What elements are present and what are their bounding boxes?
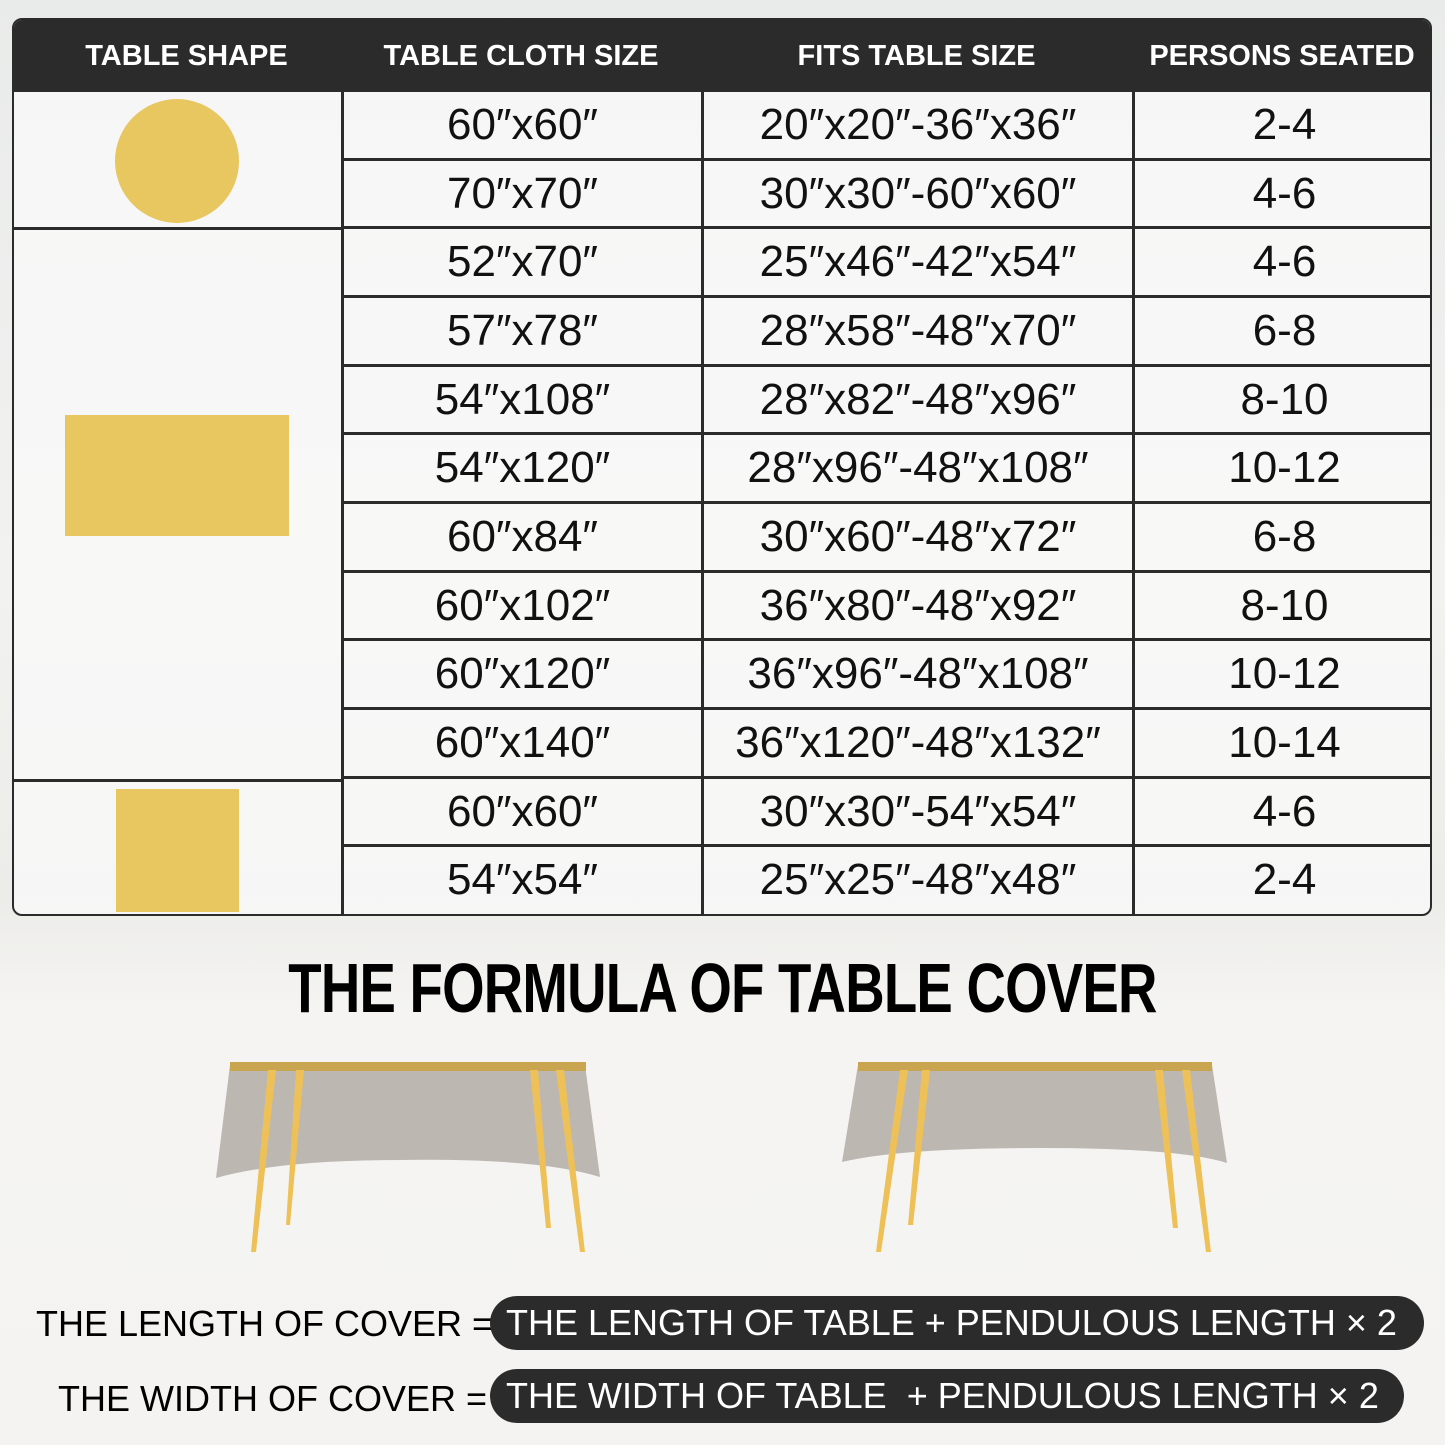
cloth-size-cell: 52″x70″	[341, 229, 701, 298]
persons-cell: 10-14	[1132, 710, 1430, 779]
fits-size-cell: 36″x120″-48″x132″	[701, 710, 1132, 779]
persons-cell: 6-8	[1132, 504, 1430, 573]
fits-size-cell: 36″x80″-48″x92″	[701, 572, 1132, 642]
persons-cell: 2-4	[1132, 92, 1430, 161]
header-cloth-size: TABLE CLOTH SIZE	[383, 40, 659, 72]
length-formula-label: THE LENGTH OF COVER =	[36, 1303, 494, 1344]
persons-cell: 8-10	[1132, 572, 1430, 642]
persons-cell: 10-12	[1132, 641, 1430, 710]
width-formula-label: THE WIDTH OF COVER =	[58, 1378, 488, 1419]
fits-size-cell: 30″x30″-60″x60″	[701, 160, 1132, 230]
fits-size-cell: 25″x25″-48″x48″	[701, 847, 1132, 914]
cloth-size-cell: 60″x140″	[341, 710, 701, 779]
fits-size-cell: 30″x30″-54″x54″	[701, 778, 1132, 848]
shape-cell-rectangle	[14, 230, 341, 782]
cloth-size-cell: 60″x84″	[341, 504, 701, 573]
shape-cell-round	[14, 92, 341, 230]
persons-cell: 10-12	[1132, 435, 1430, 504]
fits-size-cell: 28″x58″-48″x70″	[701, 298, 1132, 367]
cloth-size-cell: 60″x120″	[341, 641, 701, 710]
header-table-shape: TABLE SHAPE	[85, 40, 288, 72]
persons-cell: 8-10	[1132, 366, 1430, 436]
cloth-size-cell: 54″x120″	[341, 435, 701, 504]
table-illustrations	[216, 1062, 1227, 1252]
table-header: TABLE SHAPE TABLE CLOTH SIZE FITS TABLE …	[14, 20, 1430, 92]
width-formula-value: THE WIDTH OF TABLE + PENDULOUS LENGTH × …	[490, 1369, 1404, 1423]
rectangle-shape-icon	[65, 415, 289, 536]
persons-cell: 2-4	[1132, 847, 1430, 914]
fits-size-cell: 25″x46″-42″x54″	[701, 229, 1132, 298]
cloth-size-cell: 54″x108″	[341, 366, 701, 436]
cloth-size-cell: 60″x102″	[341, 572, 701, 642]
length-formula-value: THE LENGTH OF TABLE + PENDULOUS LENGTH ×…	[490, 1296, 1424, 1350]
persons-cell: 4-6	[1132, 778, 1430, 848]
fits-size-cell: 28″x96″-48″x108″	[701, 435, 1132, 504]
shape-cell-square	[14, 782, 341, 914]
round-shape-icon	[115, 99, 239, 223]
table-illustration-length	[216, 1062, 600, 1252]
persons-cell: 4-6	[1132, 229, 1430, 298]
fits-size-cell: 28″x82″-48″x96″	[701, 366, 1132, 436]
formula-title: THE FORMULA OF TABLE COVER	[288, 949, 1157, 1027]
cloth-size-cell: 57″x78″	[341, 298, 701, 367]
persons-cell: 6-8	[1132, 298, 1430, 367]
header-persons: PERSONS SEATED	[1149, 40, 1415, 72]
fits-size-cell: 20″x20″-36″x36″	[701, 92, 1132, 161]
cloth-size-cell: 60″x60″	[341, 92, 701, 161]
cloth-size-cell: 70″x70″	[341, 160, 701, 230]
size-chart-table: TABLE SHAPE TABLE CLOTH SIZE FITS TABLE …	[12, 18, 1432, 916]
persons-cell: 4-6	[1132, 160, 1430, 230]
fits-size-cell: 36″x96″-48″x108″	[701, 641, 1132, 710]
cloth-size-cell: 54″x54″	[341, 847, 701, 914]
cloth-size-cell: 60″x60″	[341, 778, 701, 848]
table-illustration-width	[842, 1062, 1227, 1252]
fits-size-cell: 30″x60″-48″x72″	[701, 504, 1132, 573]
header-fits-size: FITS TABLE SIZE	[797, 40, 1036, 72]
square-shape-icon	[116, 789, 239, 912]
